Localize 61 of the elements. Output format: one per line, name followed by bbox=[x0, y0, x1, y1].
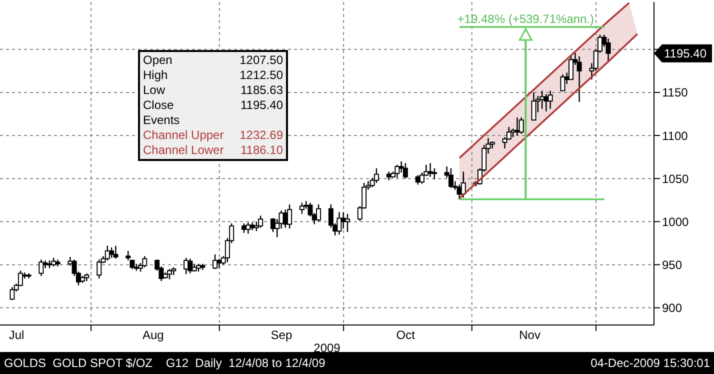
candlestick bbox=[374, 168, 379, 184]
y-tick-label: 1150 bbox=[662, 86, 688, 100]
x-tick-label: Sep bbox=[270, 328, 292, 342]
candlestick bbox=[246, 222, 251, 234]
candlestick bbox=[299, 202, 304, 214]
text: G12 Daily 12/4/08 to 12/4/09 bbox=[166, 356, 326, 370]
candlestick bbox=[448, 168, 454, 189]
candlestick bbox=[606, 38, 611, 62]
y-tick-label: 900 bbox=[662, 301, 682, 316]
candlestick bbox=[518, 116, 524, 134]
y-tick-label: 950 bbox=[662, 258, 682, 272]
x-tick-label: Jul bbox=[8, 328, 24, 342]
candlestick bbox=[336, 212, 342, 236]
candlestick bbox=[316, 204, 322, 222]
text: 04-Dec-2009 15:30:01 bbox=[590, 356, 710, 370]
candlestick bbox=[428, 162, 433, 178]
candlestick bbox=[540, 90, 545, 110]
candlestick bbox=[109, 246, 114, 258]
candlestick bbox=[167, 268, 172, 280]
text: Close bbox=[143, 98, 174, 112]
text: GOLDS GOLD SPOT $/OZ bbox=[4, 356, 152, 370]
candlestick bbox=[402, 162, 408, 180]
annotation: 1195.40 bbox=[240, 98, 283, 113]
candlestick bbox=[432, 168, 437, 180]
candlestick bbox=[514, 116, 520, 136]
text: 1195.40 bbox=[664, 46, 706, 60]
candlestick bbox=[270, 218, 276, 233]
candlestick bbox=[576, 56, 582, 103]
candlestick bbox=[113, 245, 118, 260]
y-tick-label: 1050 bbox=[662, 172, 690, 186]
text: Open 1207.50 bbox=[143, 53, 283, 67]
annotation: +19.48% (+539.71%ann.) bbox=[457, 12, 594, 26]
x-tick-label: Aug bbox=[142, 328, 164, 342]
x-axis-title: 2009 bbox=[314, 341, 341, 355]
candlestick bbox=[344, 213, 350, 233]
candlestick bbox=[460, 171, 466, 198]
candlestick bbox=[560, 74, 566, 92]
candlestick bbox=[287, 204, 292, 230]
x-tick-label: Nov bbox=[519, 328, 540, 342]
candlestick bbox=[96, 258, 102, 280]
candlestick bbox=[258, 215, 264, 228]
y-tick-label: 1000 bbox=[662, 214, 690, 229]
text: High 1212.50 bbox=[143, 68, 283, 82]
candlestick bbox=[216, 258, 222, 269]
candlestick bbox=[568, 56, 574, 80]
text: Channel Upper 1232.69 bbox=[143, 128, 283, 142]
candlestick bbox=[212, 254, 218, 270]
candlestick bbox=[548, 90, 553, 110]
candlestick bbox=[531, 92, 536, 121]
annotation: Events bbox=[143, 113, 180, 128]
text: Low 1185.63 bbox=[143, 83, 283, 97]
candlestick bbox=[544, 94, 549, 112]
candlestick bbox=[456, 184, 462, 200]
text: Channel Lower 1186.10 bbox=[143, 143, 283, 157]
candlestick bbox=[394, 164, 400, 178]
x-tick-label: Oct bbox=[396, 328, 416, 342]
y-tick-label: 1100 bbox=[662, 128, 688, 143]
candlestick bbox=[10, 286, 15, 301]
candlestick bbox=[142, 255, 148, 268]
candlestick bbox=[38, 258, 44, 277]
candlestick bbox=[188, 258, 193, 274]
